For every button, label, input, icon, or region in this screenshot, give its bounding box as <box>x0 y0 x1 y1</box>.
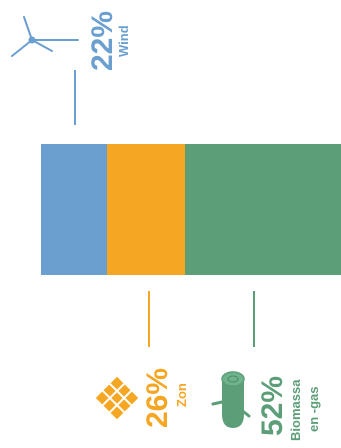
wind-turbine-icon <box>11 16 79 57</box>
zon-percent-label: 26% <box>141 367 174 428</box>
bar-segment-biomassa <box>185 144 341 275</box>
wind-series-label: Wind <box>116 25 131 57</box>
biomassa-series-label-line2: en -gas <box>306 386 321 432</box>
biomassa-percent-label: 52% <box>256 375 289 436</box>
bar-segment-wind <box>41 144 107 275</box>
solar-panel-icon <box>95 376 139 420</box>
biomassa-series-label-line1: Biomassa <box>288 379 303 441</box>
zon-series-label: Zon <box>174 383 189 407</box>
wind-percent-label: 22% <box>86 10 119 71</box>
stacked-bar <box>41 144 341 275</box>
bar-segment-zon <box>107 144 185 275</box>
log-icon <box>211 371 251 428</box>
